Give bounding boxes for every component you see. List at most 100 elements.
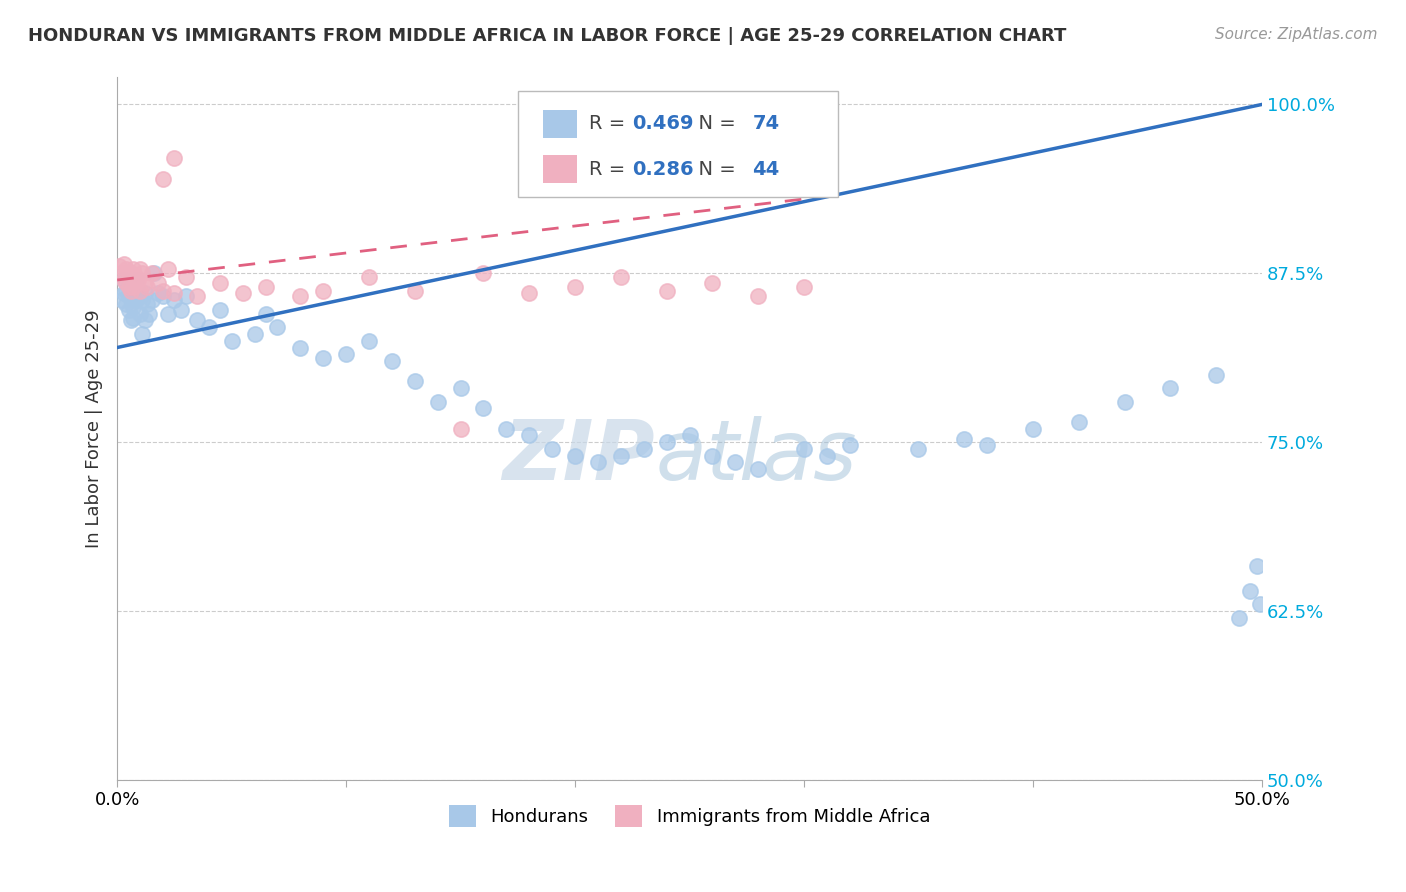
Point bbox=[290, 289, 312, 303]
Point bbox=[186, 289, 208, 303]
Point bbox=[793, 279, 815, 293]
Point bbox=[747, 289, 769, 303]
Text: HONDURAN VS IMMIGRANTS FROM MIDDLE AFRICA IN LABOR FORCE | AGE 25-29 CORRELATION: HONDURAN VS IMMIGRANTS FROM MIDDLE AFRIC… bbox=[28, 27, 1067, 45]
Point bbox=[115, 262, 138, 277]
Text: 74: 74 bbox=[752, 114, 780, 133]
Point bbox=[122, 310, 145, 325]
Text: N =: N = bbox=[686, 160, 742, 178]
Point bbox=[174, 289, 197, 303]
Point bbox=[633, 442, 655, 456]
Point bbox=[117, 289, 139, 303]
Point bbox=[112, 286, 135, 301]
Point bbox=[115, 276, 138, 290]
Text: R =: R = bbox=[589, 114, 631, 133]
Point bbox=[141, 293, 163, 308]
Point bbox=[129, 284, 152, 298]
Y-axis label: In Labor Force | Age 25-29: In Labor Force | Age 25-29 bbox=[86, 310, 103, 548]
Point bbox=[152, 171, 174, 186]
Point bbox=[108, 260, 131, 274]
Text: 44: 44 bbox=[752, 160, 780, 178]
Point bbox=[266, 320, 288, 334]
Legend: Hondurans, Immigrants from Middle Africa: Hondurans, Immigrants from Middle Africa bbox=[441, 797, 938, 834]
Point bbox=[134, 276, 156, 290]
Point bbox=[838, 438, 860, 452]
Text: 0.286: 0.286 bbox=[633, 160, 695, 178]
Point bbox=[142, 266, 165, 280]
Point bbox=[357, 270, 380, 285]
Point bbox=[517, 286, 540, 301]
Point bbox=[655, 284, 678, 298]
Point bbox=[120, 284, 142, 298]
Text: N =: N = bbox=[686, 114, 742, 133]
Point bbox=[702, 276, 724, 290]
Point bbox=[357, 334, 380, 348]
Point bbox=[472, 266, 495, 280]
Point bbox=[174, 270, 197, 285]
Point bbox=[1114, 394, 1136, 409]
Point bbox=[124, 273, 146, 287]
Point bbox=[122, 279, 145, 293]
Text: Source: ZipAtlas.com: Source: ZipAtlas.com bbox=[1215, 27, 1378, 42]
Point bbox=[1159, 381, 1181, 395]
Point bbox=[564, 279, 586, 293]
Point bbox=[141, 266, 163, 280]
Point bbox=[655, 435, 678, 450]
Point bbox=[124, 270, 146, 285]
Point bbox=[404, 374, 426, 388]
Text: 0.469: 0.469 bbox=[633, 114, 693, 133]
FancyBboxPatch shape bbox=[543, 155, 578, 183]
Point bbox=[111, 293, 134, 308]
Point bbox=[976, 438, 998, 452]
Point bbox=[163, 293, 186, 308]
Point bbox=[163, 286, 186, 301]
Point bbox=[472, 401, 495, 416]
Point bbox=[134, 286, 156, 301]
Point bbox=[209, 302, 232, 317]
Point bbox=[815, 449, 838, 463]
Point bbox=[221, 334, 243, 348]
Point bbox=[1249, 597, 1271, 611]
Point bbox=[152, 284, 174, 298]
Text: atlas: atlas bbox=[655, 416, 856, 497]
FancyBboxPatch shape bbox=[543, 110, 578, 137]
Point bbox=[426, 394, 449, 409]
Point bbox=[1227, 610, 1250, 624]
Point bbox=[112, 273, 135, 287]
Point bbox=[129, 262, 152, 277]
Point bbox=[953, 433, 976, 447]
Point bbox=[450, 421, 472, 435]
Point bbox=[117, 302, 139, 317]
Point bbox=[702, 449, 724, 463]
Point bbox=[124, 293, 146, 308]
Point bbox=[564, 449, 586, 463]
Point bbox=[117, 279, 139, 293]
Point bbox=[120, 266, 142, 280]
Point bbox=[678, 428, 700, 442]
Point bbox=[186, 313, 208, 327]
FancyBboxPatch shape bbox=[517, 92, 838, 197]
Point bbox=[335, 347, 357, 361]
Point bbox=[129, 307, 152, 321]
Point bbox=[127, 284, 149, 298]
Point bbox=[1205, 368, 1227, 382]
Point bbox=[1067, 415, 1090, 429]
Point bbox=[129, 289, 152, 303]
Point bbox=[232, 286, 254, 301]
Point bbox=[450, 381, 472, 395]
Point bbox=[122, 300, 145, 314]
Point bbox=[156, 262, 179, 277]
Point bbox=[1239, 583, 1261, 598]
Point bbox=[312, 284, 335, 298]
Point bbox=[495, 421, 517, 435]
Point bbox=[170, 302, 193, 317]
Point bbox=[120, 313, 142, 327]
Point bbox=[312, 351, 335, 366]
Point bbox=[138, 307, 160, 321]
Point bbox=[134, 313, 156, 327]
Point bbox=[290, 341, 312, 355]
Point bbox=[381, 354, 404, 368]
Point bbox=[404, 284, 426, 298]
Point bbox=[610, 270, 633, 285]
Point bbox=[156, 307, 179, 321]
Point bbox=[112, 257, 135, 271]
